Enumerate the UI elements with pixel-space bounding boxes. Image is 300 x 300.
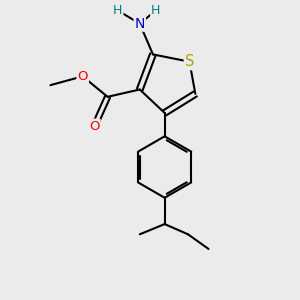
Text: O: O — [77, 70, 88, 83]
Text: H: H — [113, 4, 122, 17]
Text: H: H — [151, 4, 160, 17]
Text: O: O — [89, 120, 100, 133]
Text: N: N — [135, 17, 145, 31]
Text: S: S — [185, 54, 194, 69]
